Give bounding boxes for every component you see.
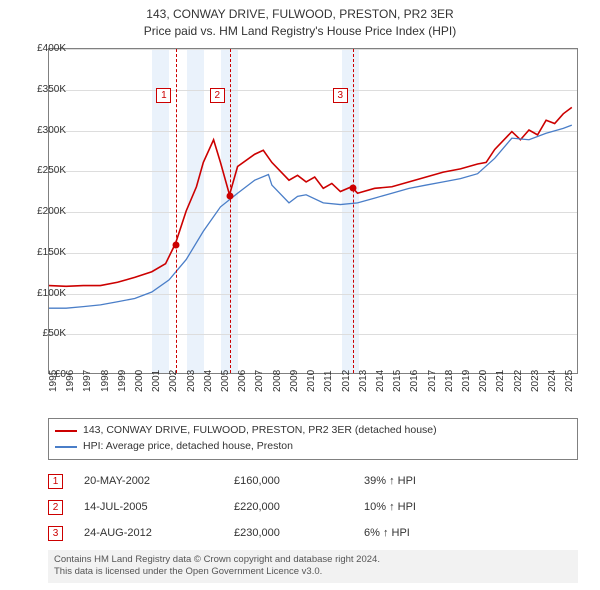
y-tick-label: £300K: [26, 125, 66, 136]
x-tick-label: 2006: [237, 370, 248, 392]
marker-box: 1: [156, 88, 171, 103]
x-tick-label: 2010: [306, 370, 317, 392]
x-tick-label: 2003: [186, 370, 197, 392]
y-tick-label: £400K: [26, 43, 66, 54]
sale-date: 20-MAY-2002: [84, 475, 234, 487]
x-tick-label: 2023: [530, 370, 541, 392]
marker-box: 1: [48, 474, 63, 489]
sales-row: 3 24-AUG-2012£230,0006% ↑ HPI: [48, 520, 578, 546]
legend-label: 143, CONWAY DRIVE, FULWOOD, PRESTON, PR2…: [83, 423, 437, 439]
x-tick-label: 2009: [289, 370, 300, 392]
sale-point-dot: [227, 192, 234, 199]
legend-swatch: [55, 430, 77, 432]
sale-pct: 10% ↑ HPI: [364, 501, 514, 513]
chart-area: [48, 48, 578, 374]
x-tick-label: 2002: [168, 370, 179, 392]
x-tick-label: 2013: [358, 370, 369, 392]
x-tick-label: 2015: [392, 370, 403, 392]
y-tick-label: £200K: [26, 206, 66, 217]
x-tick-label: 1996: [65, 370, 76, 392]
sale-vline: [353, 49, 354, 373]
y-tick-label: £250K: [26, 165, 66, 176]
y-tick-label: £100K: [26, 288, 66, 299]
x-tick-label: 1999: [117, 370, 128, 392]
x-tick-label: 1995: [48, 370, 59, 392]
x-tick-label: 1998: [100, 370, 111, 392]
marker-box: 3: [48, 526, 63, 541]
marker-box: 2: [48, 500, 63, 515]
chart-svg: [49, 49, 577, 373]
sale-point-dot: [172, 241, 179, 248]
sales-row: 2 14-JUL-2005£220,00010% ↑ HPI: [48, 494, 578, 520]
x-tick-label: 2021: [495, 370, 506, 392]
legend-box: 143, CONWAY DRIVE, FULWOOD, PRESTON, PR2…: [48, 418, 578, 460]
legend-row: HPI: Average price, detached house, Pres…: [55, 439, 571, 455]
x-tick-label: 2018: [444, 370, 455, 392]
x-tick-label: 2008: [272, 370, 283, 392]
sale-price: £160,000: [234, 475, 364, 487]
x-tick-label: 2016: [409, 370, 420, 392]
y-tick-label: £50K: [26, 328, 66, 339]
sale-pct: 6% ↑ HPI: [364, 527, 514, 539]
x-tick-label: 2019: [461, 370, 472, 392]
y-tick-label: £350K: [26, 84, 66, 95]
title-line-2: Price paid vs. HM Land Registry's House …: [0, 23, 600, 40]
sale-vline: [230, 49, 231, 373]
legend-swatch: [55, 446, 77, 448]
y-tick-label: £0: [26, 369, 66, 380]
marker-box: 3: [333, 88, 348, 103]
x-tick-label: 2007: [254, 370, 265, 392]
title-block: 143, CONWAY DRIVE, FULWOOD, PRESTON, PR2…: [0, 0, 600, 40]
x-tick-label: 2004: [203, 370, 214, 392]
x-tick-label: 2014: [375, 370, 386, 392]
legend-label: HPI: Average price, detached house, Pres…: [83, 439, 293, 455]
y-tick-label: £150K: [26, 247, 66, 258]
sale-vline: [176, 49, 177, 373]
legend-row: 143, CONWAY DRIVE, FULWOOD, PRESTON, PR2…: [55, 423, 571, 439]
sales-table: 1 20-MAY-2002£160,00039% ↑ HPI 2 14-JUL-200…: [48, 468, 578, 546]
x-tick-label: 2020: [478, 370, 489, 392]
sale-price: £230,000: [234, 527, 364, 539]
x-tick-label: 2011: [323, 370, 334, 392]
footer-line-1: Contains HM Land Registry data © Crown c…: [54, 554, 572, 566]
x-tick-label: 2000: [134, 370, 145, 392]
x-tick-label: 2012: [341, 370, 352, 392]
title-line-1: 143, CONWAY DRIVE, FULWOOD, PRESTON, PR2…: [0, 6, 600, 23]
footer-line-2: This data is licensed under the Open Gov…: [54, 566, 572, 578]
x-tick-label: 2022: [513, 370, 524, 392]
x-tick-label: 2005: [220, 370, 231, 392]
sale-price: £220,000: [234, 501, 364, 513]
x-tick-label: 2001: [151, 370, 162, 392]
marker-box: 2: [210, 88, 225, 103]
footer-box: Contains HM Land Registry data © Crown c…: [48, 550, 578, 583]
page-container: 143, CONWAY DRIVE, FULWOOD, PRESTON, PR2…: [0, 0, 600, 590]
sales-row: 1 20-MAY-2002£160,00039% ↑ HPI: [48, 468, 578, 494]
x-tick-label: 1997: [82, 370, 93, 392]
x-tick-label: 2017: [427, 370, 438, 392]
sale-point-dot: [349, 184, 356, 191]
x-tick-label: 2024: [547, 370, 558, 392]
x-tick-label: 2025: [564, 370, 575, 392]
sale-pct: 39% ↑ HPI: [364, 475, 514, 487]
sale-date: 14-JUL-2005: [84, 501, 234, 513]
sale-date: 24-AUG-2012: [84, 527, 234, 539]
